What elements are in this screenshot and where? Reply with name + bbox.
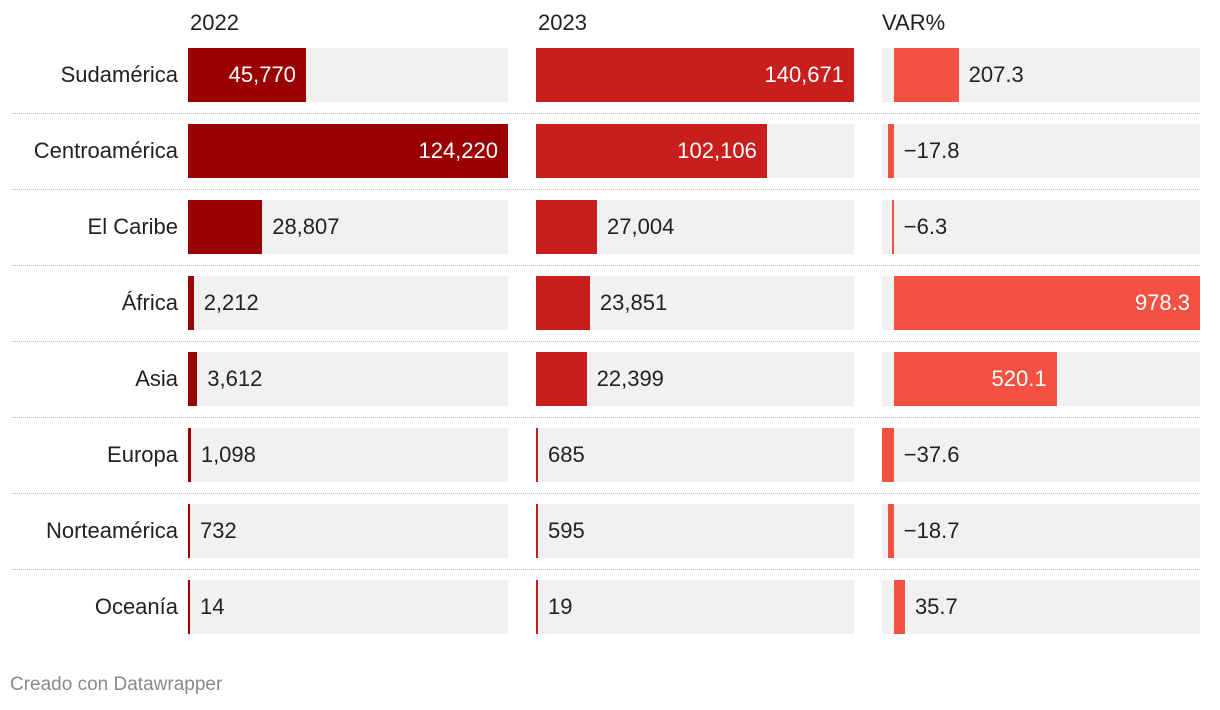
bar-var-3: [893, 276, 1200, 330]
bar-y2023-3: [536, 276, 590, 330]
bar-y2022-0: [188, 48, 306, 102]
value-label-y2023-2: 27,004: [607, 214, 675, 239]
bar-y2023-7: [536, 580, 538, 634]
value-label-var-5: −37.6: [903, 442, 960, 467]
row-label-7: Oceanía: [94, 594, 178, 619]
value-label-y2022-0: 45,770: [228, 62, 296, 87]
value-label-var-4: 520.1: [991, 366, 1047, 391]
value-label-y2022-1: 124,220: [418, 138, 498, 163]
bar-y2022-5: [188, 428, 191, 482]
bar-track-y2022: 2,212: [188, 276, 508, 330]
bar-track-var: 520.1: [882, 352, 1200, 406]
bar-track-y2022: 732: [188, 504, 508, 558]
value-label-var-2: −6.3: [903, 214, 948, 239]
column-title-var: VAR%: [882, 10, 946, 35]
bar-track-y2022: 45,770: [188, 48, 508, 102]
bar-y2022-3: [188, 276, 194, 330]
bar-track-y2023: 595: [536, 504, 854, 558]
bar-track-var: −6.3: [882, 200, 1200, 254]
bar-track-y2023: 27,004: [536, 200, 854, 254]
bar-track-y2023: 140,671: [536, 48, 854, 102]
bar-y2022-1: [188, 124, 508, 178]
bar-track-var: 35.7: [882, 580, 1200, 634]
value-label-var-0: 207.3: [968, 62, 1024, 87]
bar-track-y2022: 124,220: [188, 124, 508, 178]
bar-y2023-4: [536, 352, 587, 406]
bar-track-var: 207.3: [882, 48, 1200, 102]
bar-var-5: [882, 428, 894, 482]
row-separator: [12, 265, 1200, 266]
bar-track-var: −18.7: [882, 504, 1200, 558]
value-label-y2023-0: 140,671: [764, 62, 844, 87]
column-title-y2023: 2023: [538, 10, 587, 35]
row-label-6: Norteamérica: [45, 518, 178, 543]
bar-y2022-2: [188, 200, 263, 254]
bar-track-y2022: 28,807: [188, 200, 508, 254]
bar-var-6: [887, 504, 894, 558]
bar-y2023-2: [536, 200, 598, 254]
value-label-y2022-2: 28,807: [272, 214, 340, 239]
row-label-5: Europa: [107, 442, 178, 467]
value-label-var-3: 978.3: [1134, 290, 1190, 315]
bar-y2023-5: [536, 428, 538, 482]
value-label-var-1: −17.8: [903, 138, 960, 163]
bar-var-4: [893, 352, 1057, 406]
value-label-y2022-7: 14: [200, 594, 225, 619]
value-label-y2023-5: 685: [548, 442, 585, 467]
row-label-1: Centroamérica: [33, 138, 178, 163]
bar-track-var: 978.3: [882, 276, 1200, 330]
value-label-y2023-1: 102,106: [677, 138, 757, 163]
bar-track-y2022: 14: [188, 580, 508, 634]
bar-track-var: −37.6: [882, 428, 1200, 482]
value-label-y2023-7: 19: [548, 594, 573, 619]
bar-track-y2022: 1,098: [188, 428, 508, 482]
value-label-y2022-6: 732: [200, 518, 237, 543]
bar-var-7: [893, 580, 905, 634]
bar-y2022-6: [188, 504, 190, 558]
bar-var-0: [893, 48, 959, 102]
row-label-0: Sudamérica: [60, 62, 178, 87]
bar-y2022-7: [188, 580, 190, 634]
bar-y2023-6: [536, 504, 538, 558]
bar-track-y2023: 23,851: [536, 276, 854, 330]
bar-track-y2023: 102,106: [536, 124, 854, 178]
bar-y2022-4: [188, 352, 198, 406]
value-label-y2023-3: 23,851: [599, 290, 668, 315]
value-label-y2022-5: 1,098: [200, 442, 256, 467]
bar-y2023-1: [536, 124, 767, 178]
value-label-y2022-4: 3,612: [207, 366, 263, 391]
row-separator: [12, 113, 1200, 114]
row-separator: [12, 569, 1200, 570]
bar-track-y2022: 3,612: [188, 352, 508, 406]
row-label-3: África: [121, 290, 178, 315]
row-separator: [12, 189, 1200, 190]
bar-track-y2023: 19: [536, 580, 854, 634]
row-label-2: El Caribe: [87, 214, 178, 239]
bar-var-2: [891, 200, 894, 254]
bar-y2023-0: [536, 48, 854, 102]
value-label-y2023-4: 22,399: [596, 366, 664, 391]
column-title-y2022: 2022: [190, 10, 239, 35]
row-separator: [12, 417, 1200, 418]
credit-footer[interactable]: Creado con Datawrapper: [10, 674, 223, 695]
row-separator: [12, 493, 1200, 494]
bar-var-1: [888, 124, 894, 178]
bar-track-y2023: 685: [536, 428, 854, 482]
value-label-var-6: −18.7: [903, 518, 960, 543]
row-separator: [12, 341, 1200, 342]
value-label-y2023-6: 595: [548, 518, 585, 543]
row-label-4: Asia: [135, 366, 178, 391]
value-label-y2022-3: 2,212: [203, 290, 259, 315]
value-label-var-7: 35.7: [914, 594, 958, 619]
bar-track-var: −17.8: [882, 124, 1200, 178]
bar-track-y2023: 22,399: [536, 352, 854, 406]
